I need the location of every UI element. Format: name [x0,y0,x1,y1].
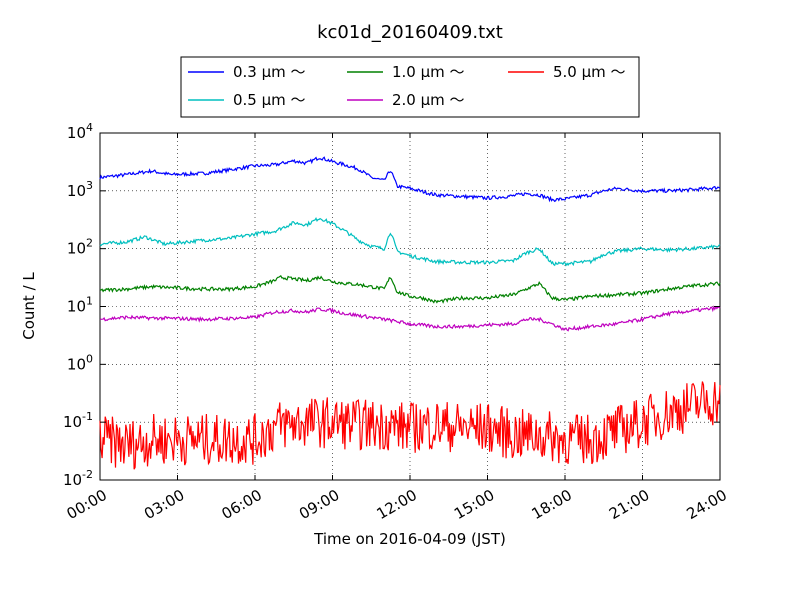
y-tick-label: 102 [67,237,93,258]
chart-title: kc01d_20160409.txt [317,22,503,43]
y-axis-label: Count / L [20,272,38,340]
y-tick-label: 100 [67,352,93,373]
x-tick-label: 09:00 [296,486,342,523]
y-tick-label: 103 [67,179,93,200]
x-tick-labels: 00:00 03:00 06:00 09:00 12:00 15:00 18:00 21:00… [64,486,730,523]
x-tick-label: 15:00 [451,486,497,523]
y-tick-label: 104 [67,121,93,142]
legend-label: 0.3 μm ～ [233,63,306,81]
legend-label: 5.0 μm ～ [553,63,626,81]
legend-label: 0.5 μm ～ [233,91,306,109]
plot-area [99,132,721,481]
x-tick-label: 12:00 [374,486,420,523]
x-tick-label: 00:00 [64,486,110,523]
y-tick-label: 101 [67,295,93,316]
y-tick-label: 10-2 [63,468,93,489]
x-tick-label: 21:00 [606,486,652,523]
x-axis-label: Time on 2016-04-09 (JST) [313,530,506,548]
series-line-2 [99,216,721,267]
axis-ticks [99,132,721,481]
x-tick-label: 03:00 [141,486,187,523]
legend-box [180,56,640,118]
x-tick-label: 24:00 [684,486,730,523]
x-tick-label: 18:00 [529,486,575,523]
legend-label: 2.0 μm ～ [392,91,465,109]
series-line-4 [99,305,721,332]
x-tick-label: 06:00 [219,486,265,523]
legend: 0.3 μm ～ 0.5 μm ～ 1.0 μm ～ 2.0 μm ～ 5.0 μm ～ [180,56,640,118]
series-line-1 [99,156,721,203]
legend-items: 0.3 μm ～ 0.5 μm ～ 1.0 μm ～ 2.0 μm ～ 5.0 μm ～ [188,63,626,109]
series-lines [99,156,721,470]
series-line-3 [100,275,721,304]
y-tick-labels: 10-2 10-1 100 101 102 103 104 [63,121,93,489]
gridlines [100,133,720,480]
series-line-5 [99,381,721,470]
legend-label: 1.0 μm ～ [392,63,465,81]
y-tick-label: 10-1 [63,410,93,431]
